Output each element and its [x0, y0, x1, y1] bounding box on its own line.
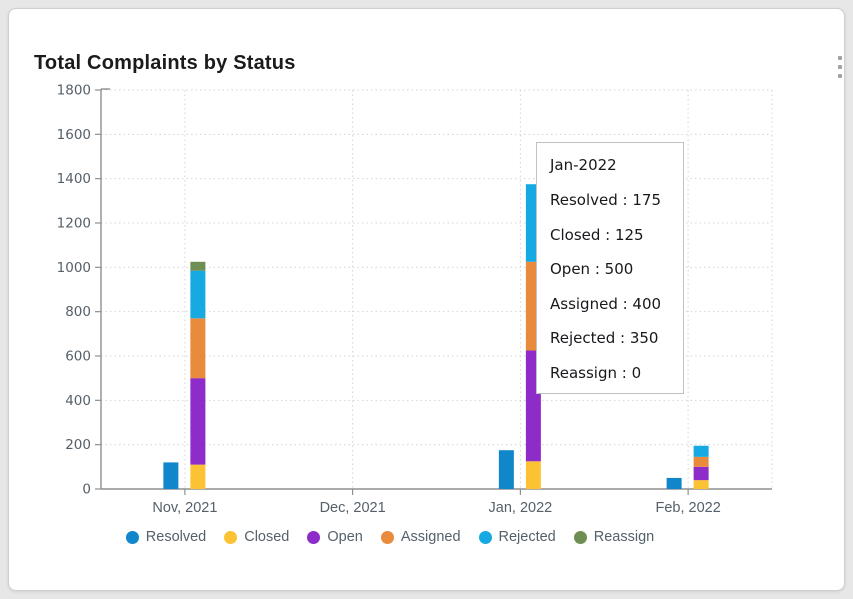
chart-title: Total Complaints by Status [34, 52, 296, 74]
legend-item-reassign[interactable]: Reassign [573, 529, 655, 545]
y-axis-tick-label: 1800 [57, 83, 91, 99]
tooltip-title: Jan-2022 [550, 156, 617, 174]
y-axis-tick-label: 600 [65, 349, 91, 365]
bar-segment-assigned-0[interactable] [190, 318, 206, 379]
y-axis-tick-label: 1400 [57, 171, 91, 187]
legend-dot-icon [573, 530, 587, 544]
legend-item-open[interactable]: Open [307, 529, 363, 545]
y-axis-tick-label: 800 [65, 304, 91, 320]
legend-item-assigned[interactable]: Assigned [380, 529, 461, 545]
legend-label: Closed [244, 529, 290, 545]
tooltip-line: Reassign : 0 [550, 363, 642, 382]
chart-tooltip: Jan-2022 Resolved : 175 Closed : 125 Open … [536, 142, 684, 394]
tooltip-line: Closed : 125 [550, 225, 644, 244]
legend-dot-icon [478, 530, 492, 544]
y-axis-tick-label: 1600 [57, 127, 91, 143]
y-axis-tick-label: 1000 [57, 260, 91, 276]
bar-segment-resolved-3[interactable] [666, 477, 682, 489]
legend-label: Rejected [498, 529, 556, 545]
legend-item-closed[interactable]: Closed [224, 529, 289, 545]
legend-item-rejected[interactable]: Rejected [478, 529, 556, 545]
legend-dot-icon [125, 530, 139, 544]
bar-segment-resolved-0[interactable] [163, 462, 179, 489]
x-category-label: Jan, 2022 [489, 500, 553, 516]
y-axis-tick-label: 200 [65, 437, 91, 453]
bar-segment-assigned-3[interactable] [693, 456, 709, 467]
chart-legend: Resolved Closed Open Assigned Rejected Reassi… [0, 523, 780, 551]
bar-segment-rejected-3[interactable] [693, 445, 709, 457]
tooltip-line: Resolved : 175 [550, 191, 661, 209]
bar-segment-closed-3[interactable] [693, 480, 709, 489]
bar-segment-closed-2[interactable] [525, 461, 541, 489]
x-category-label: Feb, 2022 [655, 500, 720, 516]
y-axis-tick-label: 0 [82, 482, 91, 498]
legend-dot-icon [307, 530, 321, 544]
tooltip-line: Open : 500 [550, 260, 634, 278]
legend-dot-icon [224, 530, 238, 544]
tooltip-body: Resolved : 175 Closed : 125 Open : 500 Assi… [550, 183, 675, 390]
bar-segment-closed-0[interactable] [190, 464, 206, 489]
tooltip-line: Rejected : 350 [550, 329, 659, 347]
bar-segment-reassign-0[interactable] [190, 261, 206, 271]
legend-item-resolved[interactable]: Resolved [125, 529, 207, 545]
x-category-label: Nov, 2021 [152, 500, 217, 516]
bar-segment-open-3[interactable] [693, 466, 709, 481]
legend-label: Resolved [145, 529, 207, 545]
bar-segment-open-0[interactable] [190, 378, 206, 465]
legend-label: Open [327, 529, 363, 545]
bar-segment-resolved-2[interactable] [498, 450, 514, 489]
legend-label: Reassign [593, 529, 655, 545]
y-axis-tick-label: 1200 [57, 216, 91, 232]
legend-dot-icon [380, 530, 394, 544]
chart-card: Total Complaints by Status [8, 8, 845, 591]
kebab-menu-icon[interactable] [834, 56, 846, 78]
tooltip-line: Assigned : 400 [550, 294, 662, 313]
legend-label: Assigned [400, 529, 461, 545]
x-category-label: Dec, 2021 [320, 500, 386, 516]
y-axis-tick-label: 400 [65, 393, 91, 409]
bar-segment-rejected-0[interactable] [190, 270, 206, 319]
